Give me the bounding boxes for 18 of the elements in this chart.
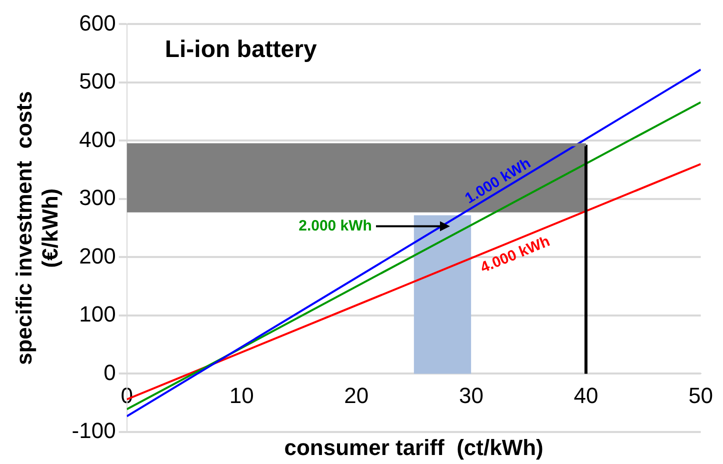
x-tick-label: 50 xyxy=(688,383,714,408)
y-tick-label: 600 xyxy=(79,10,116,36)
y-tick-label: 200 xyxy=(79,243,116,268)
text: 2.000 kWh xyxy=(298,217,372,234)
x-tick-label: 20 xyxy=(344,383,369,408)
x-tick-label: 30 xyxy=(458,383,484,408)
text: Li-ion battery xyxy=(164,36,318,63)
x-tick-label: 40 xyxy=(574,383,598,408)
y-tick-label: 500 xyxy=(79,68,116,94)
x-axis-title: consumer tariff (ct/kWh) xyxy=(284,435,544,460)
y-tick-label: -100 xyxy=(72,418,116,444)
y-tick-label: 300 xyxy=(79,185,116,210)
y-axis-title: specific investment costs (€/kWh) xyxy=(11,91,63,366)
y-tick-label: 400 xyxy=(79,126,116,152)
text: 4.000 kWh xyxy=(478,232,552,276)
x-tick-label: 10 xyxy=(229,383,254,408)
y-tick-label: 100 xyxy=(79,302,116,327)
y-tick-label: 0 xyxy=(104,360,116,385)
